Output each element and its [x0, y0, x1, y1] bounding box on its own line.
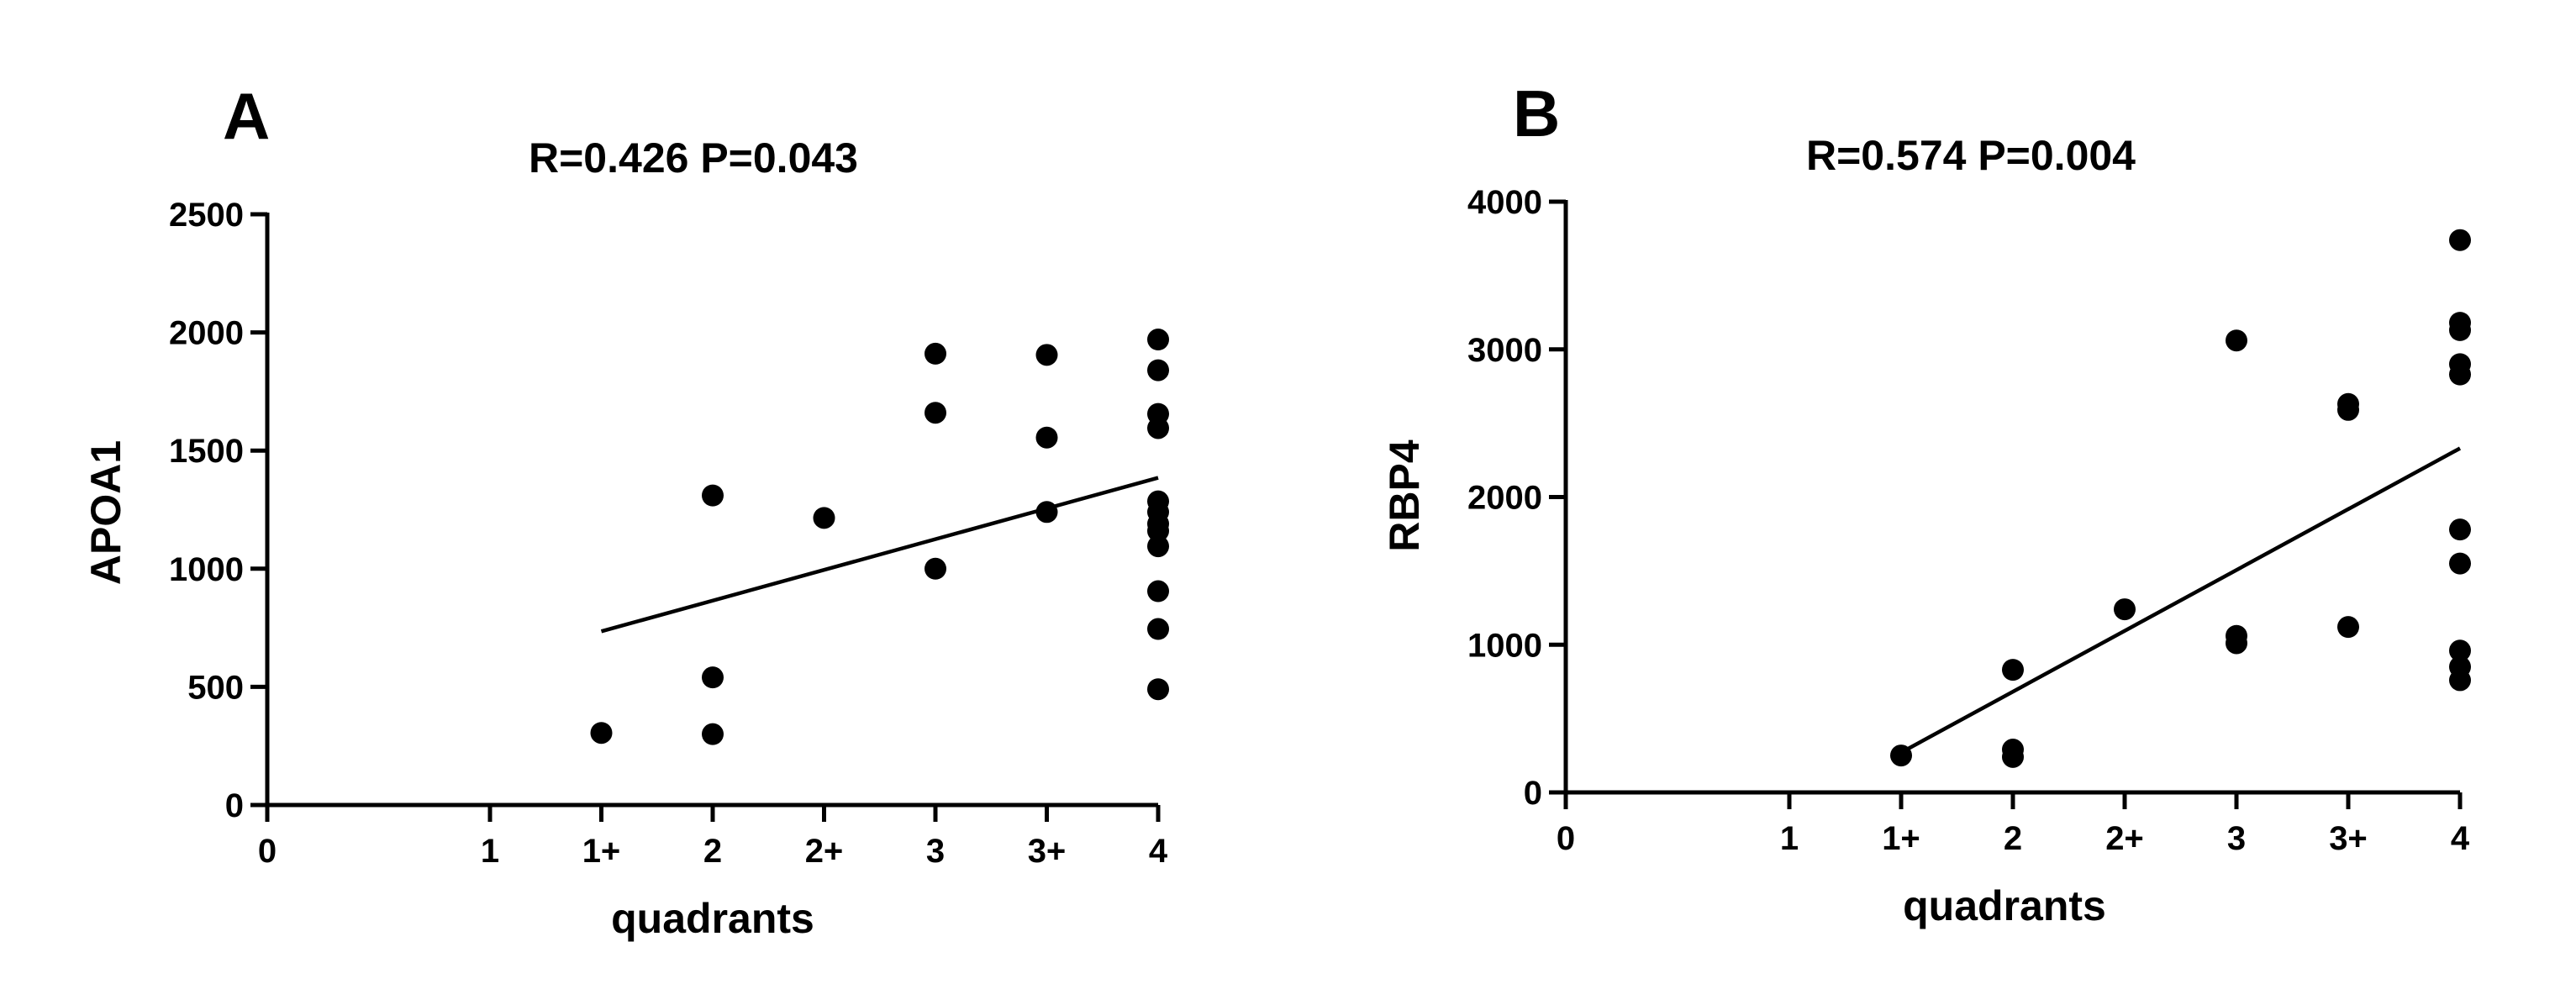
panel-a-x-axis-title: quadrants	[611, 895, 814, 942]
panel-a-x-tick-label: 3+	[1028, 833, 1067, 870]
panel-a-x-tick-label: 2	[703, 833, 722, 870]
panel-a-y-tick-label: 1500	[169, 433, 244, 470]
panel-a-data-point	[925, 402, 946, 424]
panel-b-data-point	[2226, 632, 2247, 655]
panel-a-data-point	[1147, 618, 1169, 640]
panel-b-data-point	[2449, 552, 2471, 575]
panel-b-x-tick-label: 3+	[2329, 820, 2368, 857]
panel-a-y-axis-title: APOA1	[82, 440, 129, 585]
panel-a-data-point	[1035, 344, 1058, 366]
panel-b-x-tick-label: 1+	[1882, 820, 1920, 857]
panel-b-data-point	[2002, 745, 2024, 768]
panel-b-data-point	[2449, 518, 2471, 541]
panel-a: A R=0.426 P=0.043 quadrants APOA1 050010…	[82, 79, 1169, 942]
panel-a-x-tick-label: 2+	[805, 833, 844, 870]
panel-b-y-tick-label: 0	[1524, 775, 1542, 812]
panel-b-regression-line	[1899, 446, 2462, 755]
panel-a-data-point	[1035, 426, 1058, 449]
panel-b-y-tick-label: 2000	[1467, 480, 1542, 517]
panel-a-y-tick-label: 2500	[169, 197, 244, 234]
panel-a-y-tick-label: 500	[187, 669, 244, 706]
panel-b-x-axis-title: quadrants	[1903, 882, 2106, 929]
panel-a-x-tick-label: 1+	[582, 833, 621, 870]
panel-a-data-point	[1147, 329, 1169, 351]
panel-b-y-tick-label: 3000	[1467, 332, 1542, 369]
panel-a-data-point	[590, 722, 613, 745]
panel-a-x-tick-label: 4	[1149, 833, 1168, 870]
panel-a-data-point	[1147, 359, 1169, 381]
panel-a-stats: R=0.426 P=0.043	[529, 134, 858, 182]
panel-a-data-point	[702, 723, 724, 745]
panel-b-data-point	[2449, 639, 2471, 662]
panel-a-data-point	[1147, 678, 1169, 701]
panel-b-data-point	[2449, 229, 2471, 251]
panel-a-x-tick-label: 1	[481, 833, 499, 870]
panel-b-x-tick-label: 1	[1780, 820, 1799, 857]
panel-a-x-tick-label: 3	[926, 833, 945, 870]
panel-b-data-point	[2449, 363, 2471, 386]
panel-a-letter: A	[223, 79, 270, 153]
panel-a-data-point	[1147, 519, 1169, 542]
panel-b-x-tick-label: 2+	[2105, 820, 2144, 857]
panel-b-data-point	[2114, 598, 2136, 621]
panel-a-x-tick-label: 0	[258, 833, 277, 870]
panel-b-data-point	[2226, 329, 2247, 352]
panel-a-data-point	[925, 557, 946, 580]
panel-b-data-point	[2337, 398, 2359, 421]
panel-b-letter: B	[1513, 76, 1560, 150]
panel-a-data-point	[1147, 580, 1169, 602]
panel-b-stats: R=0.574 P=0.004	[1806, 132, 2136, 179]
panel-b-x-tick-label: 4	[2451, 820, 2470, 857]
panel-b-y-axis-title: RBP4	[1381, 439, 1428, 552]
panel-a-regression-line	[600, 476, 1159, 634]
panel-a-y-tick-label: 0	[225, 787, 244, 824]
panel-b-x-tick-label: 0	[1557, 820, 1575, 857]
panel-b-y-tick-label: 1000	[1467, 627, 1542, 664]
panel-b-data-point	[2449, 318, 2471, 341]
panel-a-data-point	[702, 666, 724, 689]
panel-b-data-point	[2002, 659, 2024, 681]
panel-a-data-point	[702, 484, 724, 507]
panel-a-data-point	[925, 342, 946, 365]
panel-b-data-point	[2449, 669, 2471, 692]
panel-b-data-point	[2337, 616, 2359, 639]
panel-b-y-tick-label: 4000	[1467, 184, 1542, 221]
panel-b-x-tick-label: 2	[2004, 820, 2022, 857]
panel-a-y-tick-label: 2000	[169, 315, 244, 352]
panel-a-data-point	[813, 507, 835, 529]
panel-b-x-tick-label: 3	[2227, 820, 2246, 857]
panel-b: B R=0.574 P=0.004 quadrants RBP4 0100020…	[1381, 76, 2471, 929]
panel-b-data-point	[1890, 745, 1912, 767]
panel-a-data-point	[1147, 535, 1169, 558]
panel-a-data-point	[1147, 417, 1169, 439]
panel-a-y-tick-label: 1000	[169, 551, 244, 588]
panel-a-data-point	[1035, 501, 1058, 524]
